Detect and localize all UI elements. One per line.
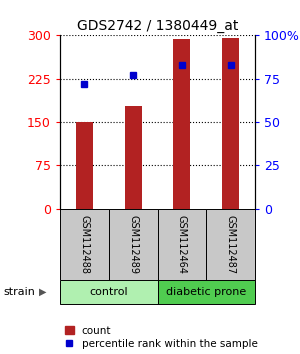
Text: GSM112488: GSM112488 (80, 215, 89, 274)
Bar (109, 209, 158, 280)
Title: GDS2742 / 1380449_at: GDS2742 / 1380449_at (77, 19, 238, 33)
Legend: count, percentile rank within the sample: count, percentile rank within the sample (65, 326, 258, 349)
Bar (158, 280, 255, 304)
Bar (206, 209, 255, 280)
Text: diabetic prone: diabetic prone (166, 287, 246, 297)
Bar (60, 280, 158, 304)
Text: control: control (89, 287, 128, 297)
Text: ▶: ▶ (39, 287, 46, 297)
Bar (158, 209, 206, 280)
Text: strain: strain (3, 287, 35, 297)
Bar (60, 209, 109, 280)
Bar (222, 38, 239, 209)
Text: GSM112464: GSM112464 (177, 215, 187, 274)
Text: GSM112487: GSM112487 (226, 215, 236, 274)
Bar (124, 106, 142, 209)
Bar (76, 122, 93, 209)
Bar (173, 39, 190, 209)
Text: GSM112489: GSM112489 (128, 215, 138, 274)
